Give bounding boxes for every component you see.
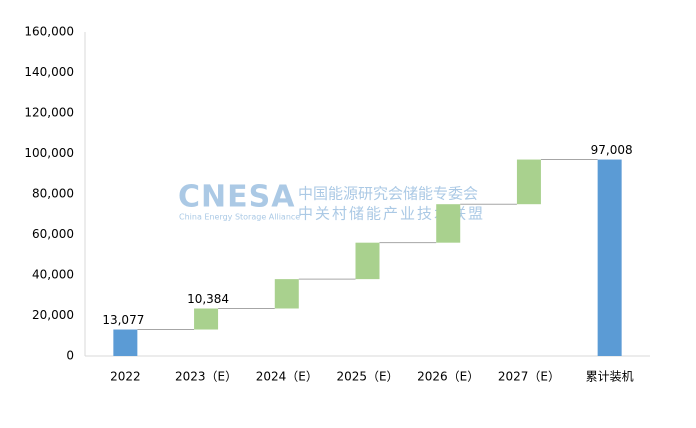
y-tick-label: 80,000 [32, 187, 74, 201]
bar [516, 159, 541, 205]
y-tick-label: 0 [66, 349, 74, 363]
x-tick-label: 2026（E） [417, 370, 479, 384]
watermark-en: China Energy Storage Alliance [179, 213, 300, 222]
y-tick-label: 20,000 [32, 308, 74, 322]
value-label: 97,008 [591, 143, 633, 157]
bar [194, 308, 219, 330]
value-label: 10,384 [187, 292, 229, 306]
x-tick-label: 累计装机 [586, 370, 634, 384]
bar [355, 242, 380, 280]
value-label: 13,077 [102, 313, 144, 327]
watermark-logo: CNESA [178, 180, 295, 215]
x-tick-label: 2024（E） [256, 370, 318, 384]
bar [597, 159, 622, 356]
bar [113, 329, 138, 356]
y-tick-label: 60,000 [32, 227, 74, 241]
x-tick-label: 2025（E） [336, 370, 398, 384]
x-tick-label: 2022 [110, 370, 141, 384]
y-tick-label: 140,000 [24, 65, 74, 79]
bar [274, 279, 299, 309]
y-tick-label: 100,000 [24, 146, 74, 160]
x-tick-label: 2023（E） [175, 370, 237, 384]
y-tick-label: 160,000 [24, 25, 74, 39]
y-tick-label: 40,000 [32, 268, 74, 282]
bar [436, 204, 461, 243]
x-tick-label: 2027（E） [498, 370, 560, 384]
watermark-cn: 中国能源研究会储能专委会 [298, 185, 478, 203]
y-tick-label: 120,000 [24, 106, 74, 120]
